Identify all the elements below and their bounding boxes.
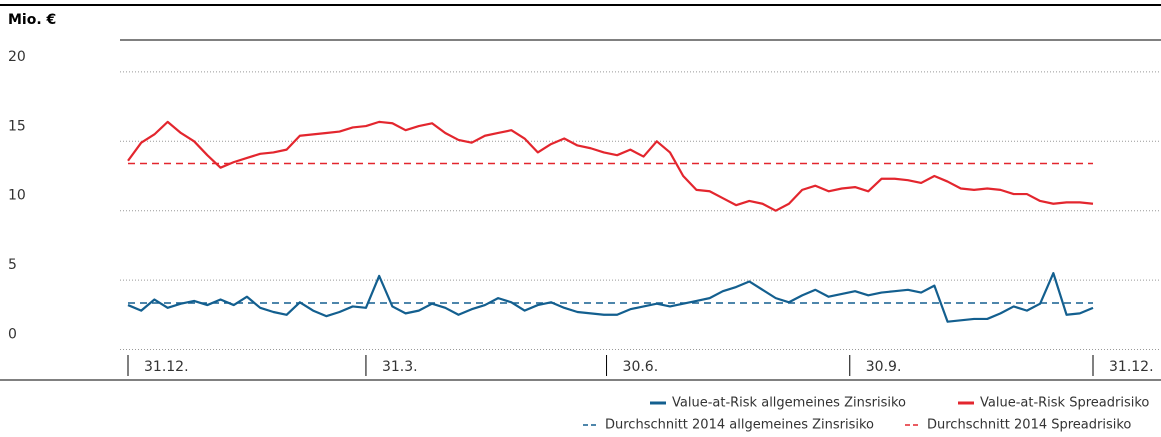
legend-label: Durchschnitt 2014 allgemeines Zinsrisiko bbox=[605, 418, 874, 433]
x-tick-label: 31.3. bbox=[382, 359, 418, 375]
y-tick-label: 15 bbox=[8, 118, 26, 134]
series-line bbox=[127, 272, 1094, 323]
legend-label: Value-at-Risk allgemeines Zinsrisiko bbox=[672, 396, 906, 411]
y-tick-label: 20 bbox=[8, 49, 26, 65]
chart-title: Mio. € bbox=[8, 12, 56, 28]
y-tick-label: 5 bbox=[8, 257, 17, 273]
x-tick-label: 30.9. bbox=[866, 359, 902, 375]
y-tick-label: 0 bbox=[8, 326, 17, 342]
x-tick-label: 30.6. bbox=[623, 359, 659, 375]
x-tick-label: 31.12. bbox=[144, 359, 189, 375]
legend-label: Value-at-Risk Spreadrisiko bbox=[980, 396, 1149, 411]
y-tick-label: 10 bbox=[8, 188, 26, 204]
series-line bbox=[127, 120, 1094, 212]
legend-label: Durchschnitt 2014 Spreadrisiko bbox=[927, 418, 1131, 433]
x-tick-label: 31.12. bbox=[1109, 359, 1154, 375]
